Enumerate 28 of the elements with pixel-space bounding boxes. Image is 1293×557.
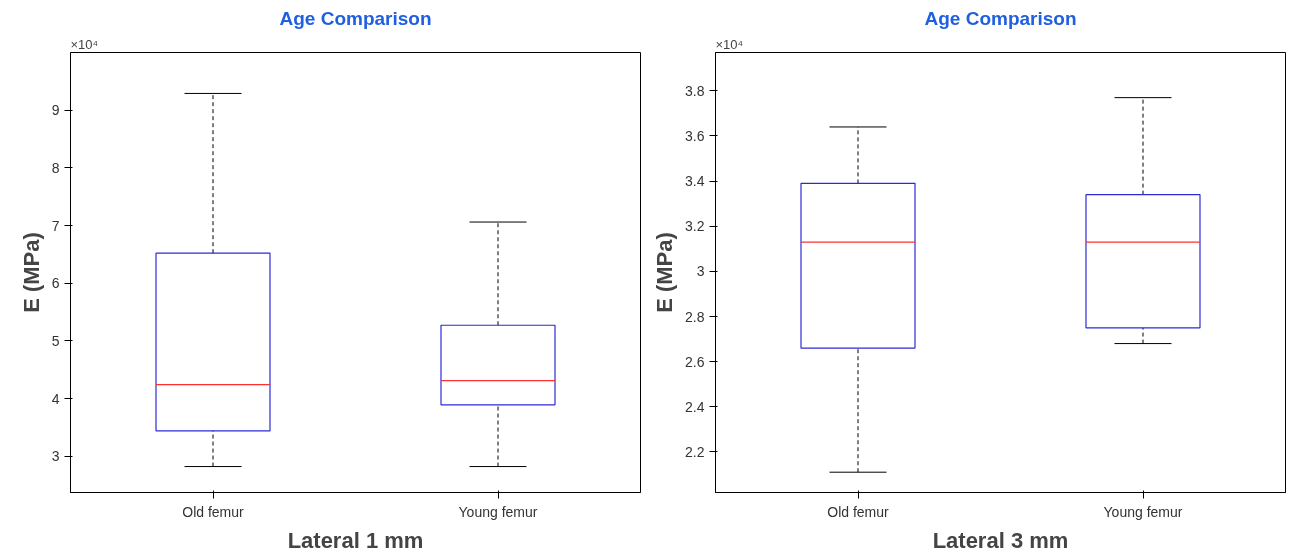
- text: ×10⁴: [715, 36, 744, 52]
- x-axis-title: Lateral 3 mm: [932, 527, 1069, 553]
- text: ×10⁴: [70, 36, 99, 52]
- chart-title: Age Comparison: [279, 7, 432, 29]
- y-tick-label: 8: [51, 159, 60, 176]
- y-tick-label: 2.2: [685, 443, 705, 460]
- y-tick-label: 3.4: [685, 173, 705, 190]
- y-tick-label: 4: [51, 390, 60, 407]
- y-axis-title: E (MPa): [652, 232, 678, 313]
- y-tick-label: 3.2: [685, 218, 705, 235]
- y-tick-label: 9: [51, 102, 60, 119]
- x-axis-title: Lateral 1 mm: [287, 527, 424, 553]
- y-tick-label: 2.8: [685, 308, 705, 325]
- y-tick-label: 5: [51, 332, 60, 349]
- y-tick-label: 3: [696, 263, 705, 280]
- y-tick-label: 3.8: [685, 82, 705, 99]
- chart-title: Age Comparison: [924, 7, 1077, 29]
- y-tick-label: 2.4: [685, 398, 705, 415]
- x-tick-label: Old femur: [827, 503, 890, 520]
- y-tick-label: 7: [51, 217, 60, 234]
- y-tick-label: 2.6: [685, 353, 705, 370]
- x-tick-label: Young femur: [458, 503, 538, 520]
- y-axis-title: E (MPa): [18, 232, 44, 313]
- y-tick-label: 6: [51, 275, 60, 292]
- y-tick-label: 3: [51, 448, 60, 465]
- x-tick-label: Young femur: [1103, 503, 1183, 520]
- y-tick-label: 3.6: [685, 127, 705, 144]
- x-tick-label: Old femur: [182, 503, 245, 520]
